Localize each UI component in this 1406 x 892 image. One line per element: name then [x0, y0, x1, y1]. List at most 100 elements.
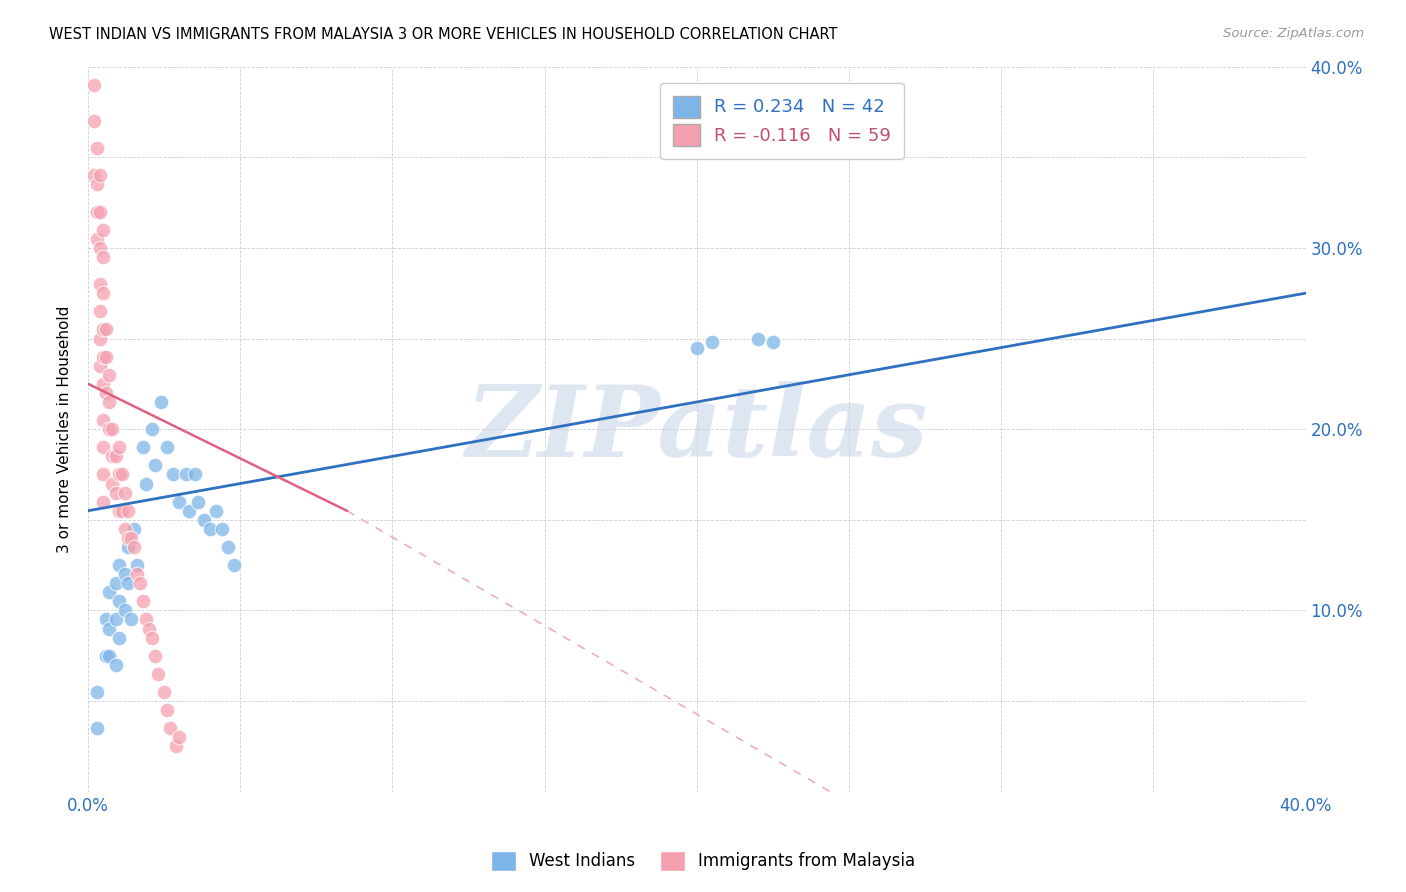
Point [83, 114, 105, 128]
Point [86, 141, 108, 155]
Point [686, 341, 709, 355]
Point [101, 422, 124, 436]
Point [101, 450, 124, 464]
Point [211, 522, 233, 536]
Point [107, 440, 129, 454]
Legend: West Indians, Immigrants from Malaysia: West Indians, Immigrants from Malaysia [482, 842, 924, 880]
Point [198, 522, 221, 536]
Point [762, 335, 785, 350]
Point [93, 440, 115, 454]
Point [86, 685, 108, 699]
Point [125, 567, 148, 582]
Point [83, 78, 105, 92]
Point [183, 467, 205, 482]
Point [153, 685, 176, 699]
Point [89, 277, 111, 292]
Point [128, 576, 150, 591]
Point [86, 232, 108, 246]
Point [96, 612, 118, 626]
Point [107, 467, 129, 482]
Point [93, 286, 115, 301]
Point [93, 250, 115, 264]
Point [93, 494, 115, 508]
Point [86, 178, 108, 192]
Point [135, 612, 157, 626]
Point [89, 204, 111, 219]
Point [86, 721, 108, 735]
Point [205, 504, 228, 518]
Point [93, 223, 115, 237]
Point [93, 350, 115, 364]
Point [747, 331, 769, 345]
Point [117, 576, 139, 591]
Y-axis label: 3 or more Vehicles in Household: 3 or more Vehicles in Household [58, 305, 72, 553]
Point [120, 612, 142, 626]
Point [98, 422, 121, 436]
Point [111, 504, 134, 518]
Point [165, 739, 187, 754]
Point [114, 603, 136, 617]
Point [89, 331, 111, 345]
Point [159, 721, 181, 735]
Point [93, 413, 115, 427]
Point [107, 631, 129, 645]
Legend: R = 0.234   N = 42, R = -0.116   N = 59: R = 0.234 N = 42, R = -0.116 N = 59 [661, 83, 904, 159]
Point [193, 513, 215, 527]
Point [224, 558, 246, 573]
Point [111, 467, 134, 482]
Point [150, 395, 173, 409]
Point [141, 631, 163, 645]
Point [98, 622, 121, 636]
Point [98, 648, 121, 663]
Point [174, 467, 197, 482]
Point [132, 594, 155, 608]
Point [93, 322, 115, 336]
Point [104, 485, 127, 500]
Point [114, 567, 136, 582]
Point [96, 648, 118, 663]
Point [122, 540, 145, 554]
Point [146, 666, 169, 681]
Point [143, 458, 166, 473]
Point [143, 648, 166, 663]
Point [177, 504, 200, 518]
Point [89, 169, 111, 183]
Point [107, 504, 129, 518]
Point [169, 731, 191, 745]
Text: Source: ZipAtlas.com: Source: ZipAtlas.com [1223, 27, 1364, 40]
Point [96, 350, 118, 364]
Point [98, 585, 121, 599]
Point [125, 558, 148, 573]
Point [83, 169, 105, 183]
Point [117, 531, 139, 545]
Point [700, 335, 723, 350]
Point [107, 594, 129, 608]
Text: WEST INDIAN VS IMMIGRANTS FROM MALAYSIA 3 OR MORE VEHICLES IN HOUSEHOLD CORRELAT: WEST INDIAN VS IMMIGRANTS FROM MALAYSIA … [49, 27, 838, 42]
Point [104, 576, 127, 591]
Point [89, 359, 111, 373]
Point [117, 540, 139, 554]
Text: ZIPatlas: ZIPatlas [465, 381, 928, 477]
Point [156, 440, 179, 454]
Point [96, 385, 118, 400]
Point [114, 485, 136, 500]
Point [107, 558, 129, 573]
Point [187, 494, 209, 508]
Point [138, 622, 160, 636]
Point [98, 368, 121, 382]
Point [86, 204, 108, 219]
Point [135, 476, 157, 491]
Point [169, 494, 191, 508]
Point [217, 540, 239, 554]
Point [114, 522, 136, 536]
Point [162, 467, 184, 482]
Point [104, 657, 127, 672]
Point [104, 450, 127, 464]
Point [156, 703, 179, 717]
Point [89, 304, 111, 318]
Point [89, 241, 111, 255]
Point [93, 376, 115, 391]
Point [93, 467, 115, 482]
Point [101, 476, 124, 491]
Point [122, 522, 145, 536]
